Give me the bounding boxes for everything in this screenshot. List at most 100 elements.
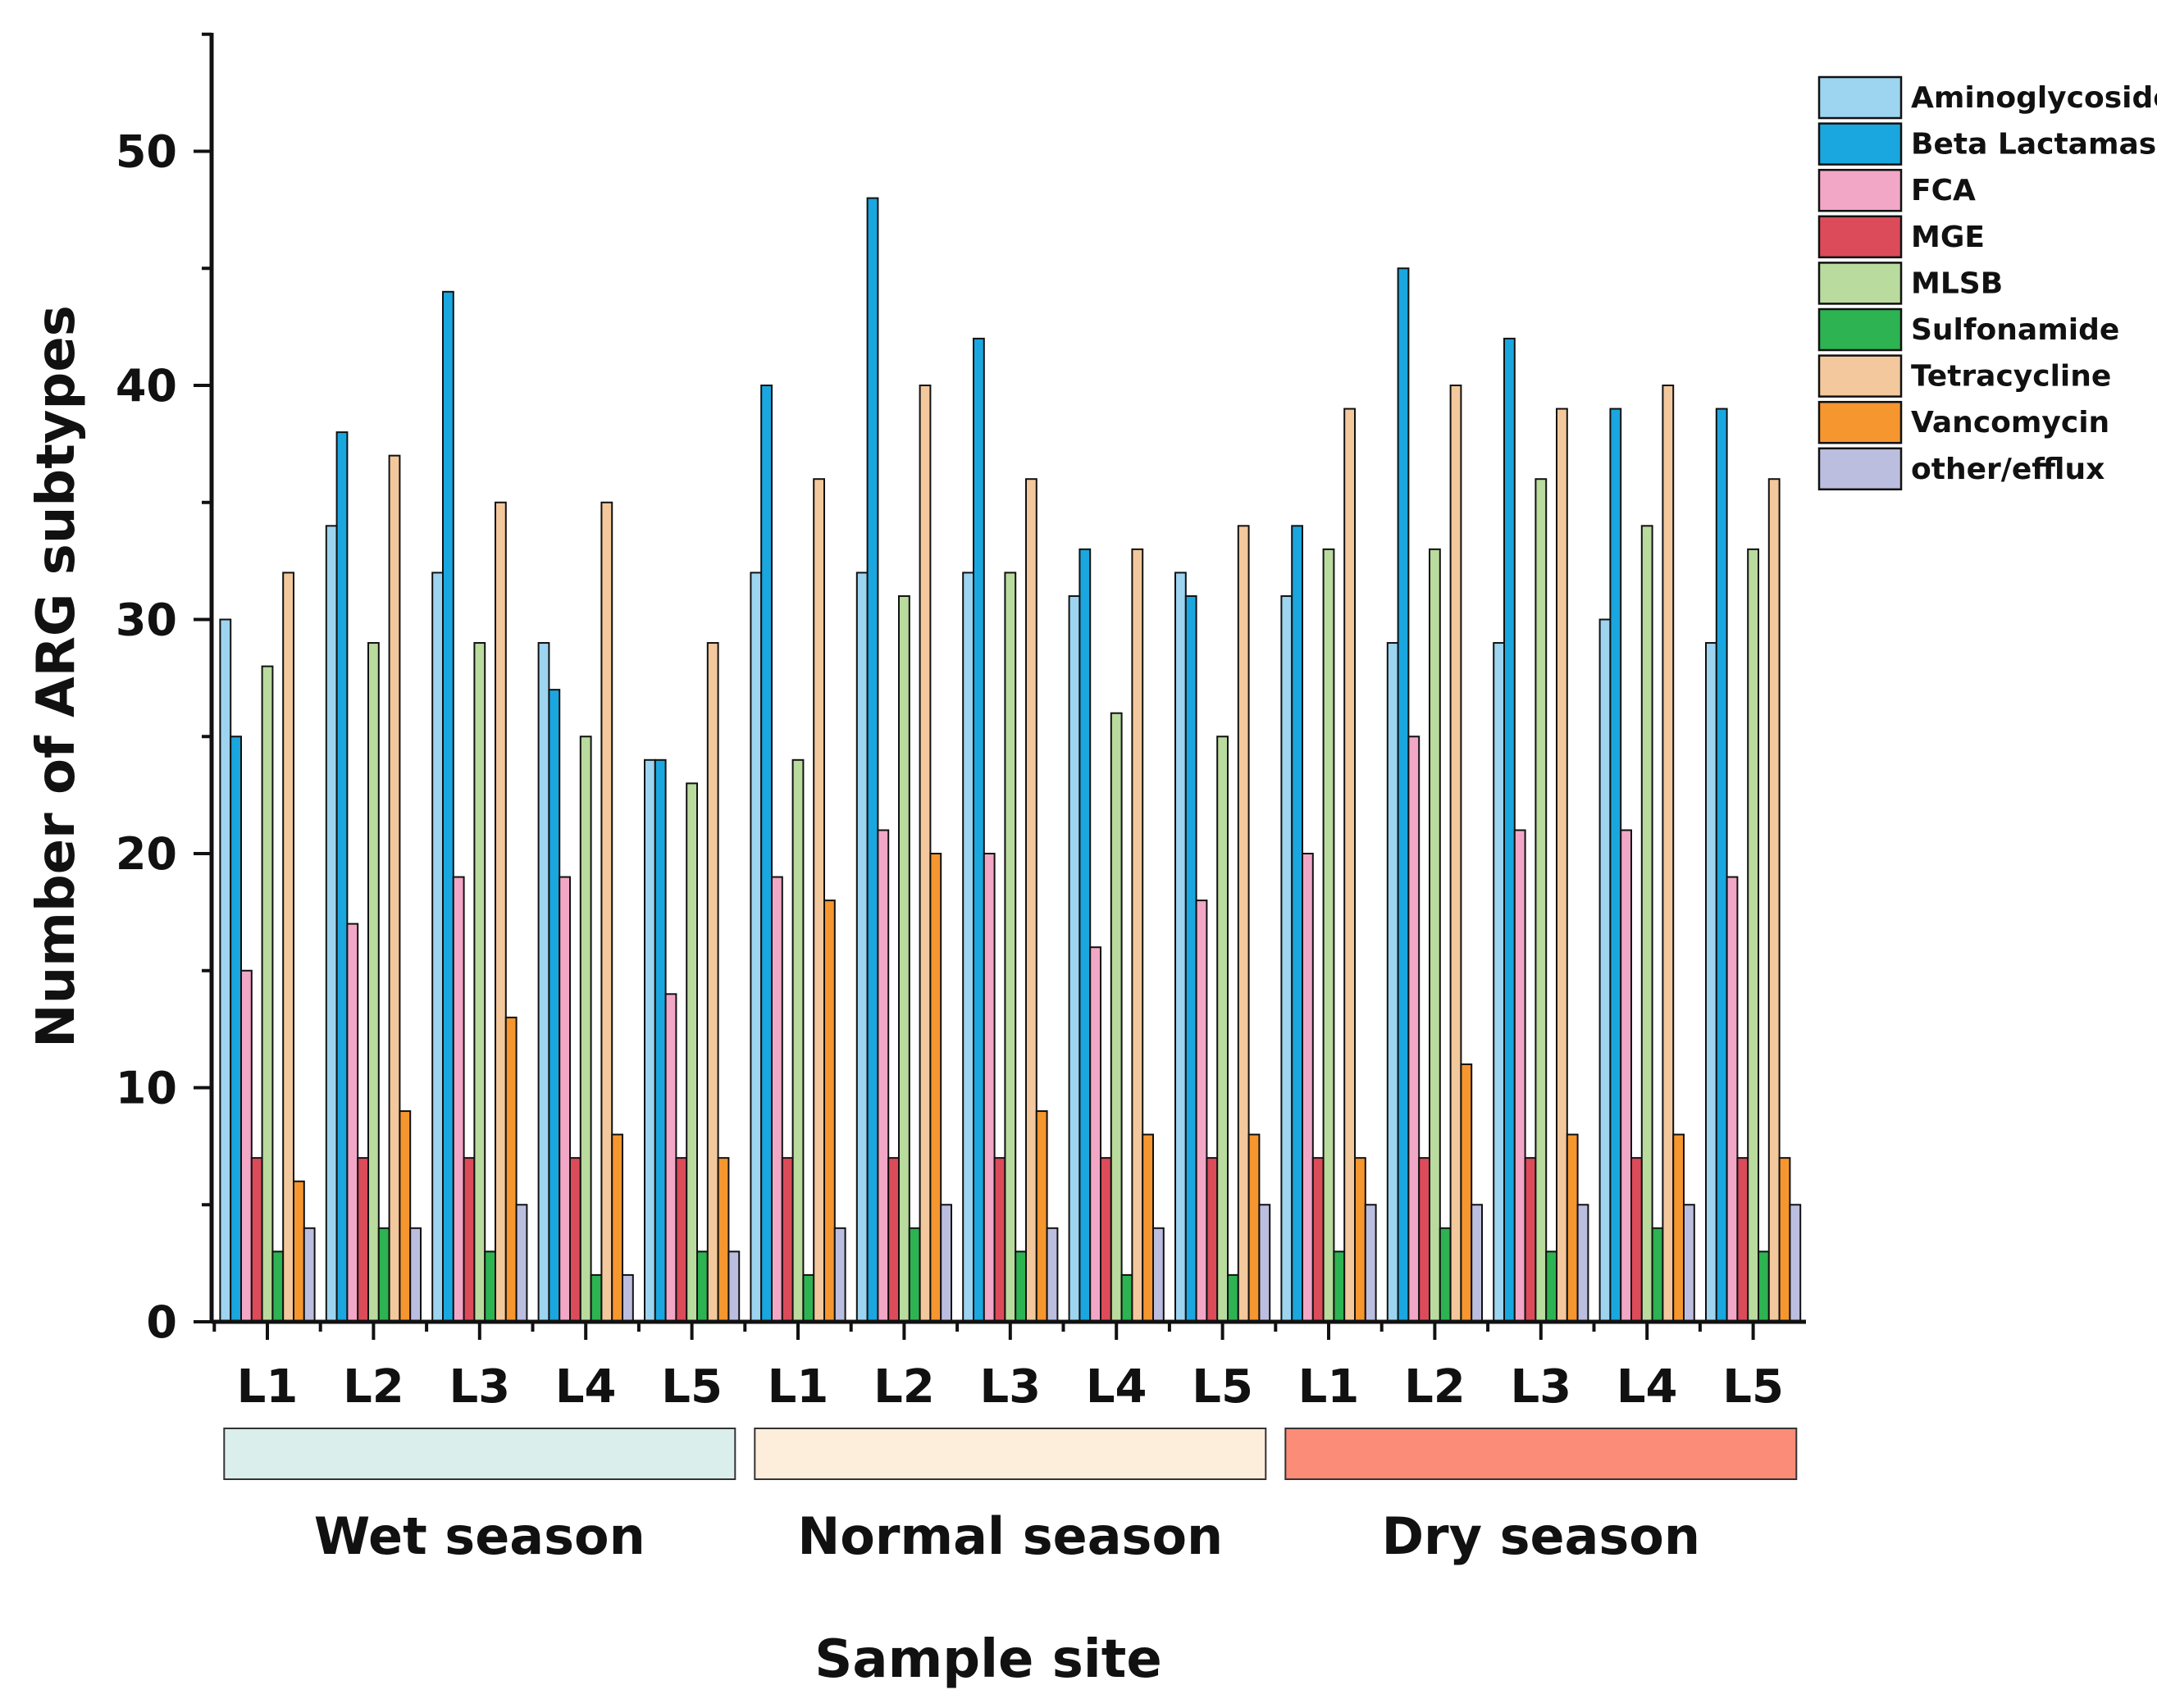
- legend-swatch: [1817, 262, 1903, 305]
- bar-beta-lactamase-7: [866, 197, 879, 1323]
- legend-label: MLSB: [1911, 266, 2003, 300]
- bar-aminoglycoside-7: [855, 572, 869, 1323]
- x-tick-label: L3: [449, 1360, 510, 1414]
- bar-vancomycin-5: [717, 1157, 730, 1323]
- legend-swatch: [1817, 307, 1903, 352]
- y-tick-label: 20: [116, 828, 177, 880]
- bar-fca-6: [771, 876, 783, 1323]
- legend-swatch: [1817, 122, 1903, 166]
- bar-sulfonamide-5: [696, 1250, 709, 1323]
- bar-fca-4: [559, 876, 572, 1323]
- bar-mge-3: [463, 1157, 476, 1323]
- bar-sulfonamide-4: [590, 1273, 603, 1323]
- bar-mge-10: [1206, 1157, 1219, 1323]
- bar-mlsb-5: [686, 782, 699, 1323]
- bar-tetracycline-11: [1343, 408, 1356, 1323]
- bar-fca-7: [877, 829, 890, 1323]
- y-axis-title: Number of ARG subtypes: [26, 305, 87, 1048]
- bar-beta-lactamase-6: [760, 385, 773, 1323]
- bar-beta-lactamase-3: [442, 290, 454, 1323]
- bar-sulfonamide-11: [1333, 1250, 1346, 1323]
- bar-vancomycin-8: [1035, 1110, 1048, 1323]
- season-band-2: [754, 1428, 1267, 1480]
- bar-beta-lactamase-13: [1503, 337, 1516, 1323]
- x-tick-label: L1: [1298, 1360, 1360, 1414]
- bar-mlsb-4: [579, 736, 592, 1323]
- bar-vancomycin-3: [504, 1016, 518, 1323]
- bars-layer: [219, 197, 1802, 1323]
- bar-aminoglycoside-3: [431, 572, 445, 1323]
- bar-tetracycline-9: [1131, 548, 1144, 1323]
- bar-mge-1: [250, 1157, 263, 1323]
- bar-vancomycin-14: [1672, 1133, 1685, 1323]
- bar-beta-lactamase-4: [548, 689, 561, 1323]
- bar-sulfonamide-9: [1120, 1273, 1133, 1323]
- bar-vancomycin-13: [1566, 1133, 1579, 1323]
- bar-beta-lactamase-10: [1184, 594, 1197, 1323]
- bar-vancomycin-2: [399, 1110, 412, 1323]
- legend-label: Vancomycin: [1911, 406, 2109, 440]
- bar-aminoglycoside-13: [1493, 642, 1505, 1323]
- season-label-3: Dry season: [1382, 1506, 1700, 1566]
- bar-vancomycin-1: [293, 1180, 305, 1323]
- bar-sulfonamide-15: [1758, 1250, 1770, 1323]
- bar-tetracycline-14: [1662, 385, 1675, 1323]
- bar-fca-10: [1195, 900, 1208, 1323]
- bar-mlsb-14: [1640, 525, 1653, 1323]
- bar-aminoglycoside-11: [1280, 594, 1293, 1323]
- bar-tetracycline-10: [1237, 525, 1250, 1323]
- bar-beta-lactamase-9: [1078, 548, 1092, 1323]
- bar-mge-11: [1311, 1157, 1325, 1323]
- x-tick-label: L5: [661, 1360, 723, 1414]
- bar-mlsb-7: [898, 594, 910, 1323]
- legend-label: MGE: [1911, 221, 1985, 254]
- x-tick-label: L5: [1722, 1360, 1784, 1414]
- y-tick-label: 10: [116, 1063, 177, 1114]
- bar-sulfonamide-10: [1227, 1273, 1239, 1323]
- bar-tetracycline-13: [1556, 408, 1568, 1323]
- bar-other-efflux-7: [940, 1204, 952, 1323]
- bar-other-efflux-14: [1683, 1204, 1695, 1323]
- bar-beta-lactamase-12: [1397, 267, 1410, 1323]
- bar-other-efflux-5: [727, 1250, 741, 1323]
- bar-mlsb-10: [1216, 736, 1229, 1323]
- bar-sulfonamide-7: [908, 1227, 921, 1323]
- y-tick-label: 50: [116, 126, 177, 178]
- x-tick-label: L4: [555, 1360, 617, 1414]
- bar-other-efflux-9: [1152, 1227, 1165, 1323]
- bar-mlsb-11: [1322, 548, 1335, 1323]
- bar-other-efflux-4: [622, 1273, 634, 1323]
- bar-tetracycline-2: [388, 454, 401, 1323]
- bar-mge-9: [1100, 1157, 1112, 1323]
- bar-other-efflux-12: [1471, 1204, 1483, 1323]
- bar-aminoglycoside-5: [644, 758, 656, 1323]
- bar-tetracycline-7: [919, 385, 932, 1323]
- x-tick-label: L2: [343, 1360, 404, 1414]
- y-tick-label: 40: [116, 360, 177, 412]
- axes-layer: 0 10 20 30 40 50 L1 L2 L3 L4 L5 L1 L2 L3 L4 L5 L1 L2 L3 L4 L…: [116, 32, 1806, 1414]
- bar-fca-11: [1302, 853, 1314, 1323]
- season-label-2: Normal season: [797, 1506, 1223, 1566]
- bar-mge-15: [1736, 1157, 1749, 1323]
- bar-mge-12: [1418, 1157, 1430, 1323]
- x-tick-label: L1: [768, 1360, 829, 1414]
- season-groups: Wet season Normal season Dry season: [223, 1428, 1798, 1566]
- bar-other-efflux-6: [833, 1227, 846, 1323]
- bar-sulfonamide-8: [1015, 1250, 1027, 1323]
- bar-sulfonamide-6: [802, 1273, 815, 1323]
- bar-vancomycin-6: [823, 900, 836, 1323]
- bar-aminoglycoside-6: [750, 572, 763, 1323]
- bar-fca-15: [1726, 876, 1739, 1323]
- bar-mlsb-2: [367, 642, 380, 1323]
- bar-mlsb-3: [473, 642, 486, 1323]
- bar-fca-8: [983, 853, 996, 1323]
- bar-fca-3: [452, 876, 465, 1323]
- bar-vancomycin-7: [929, 853, 942, 1323]
- bar-other-efflux-1: [303, 1227, 316, 1323]
- legend-label: FCA: [1911, 174, 1976, 207]
- bar-tetracycline-4: [600, 501, 613, 1323]
- bar-mlsb-12: [1429, 548, 1441, 1323]
- bar-vancomycin-15: [1778, 1157, 1791, 1323]
- bar-other-efflux-13: [1576, 1204, 1589, 1323]
